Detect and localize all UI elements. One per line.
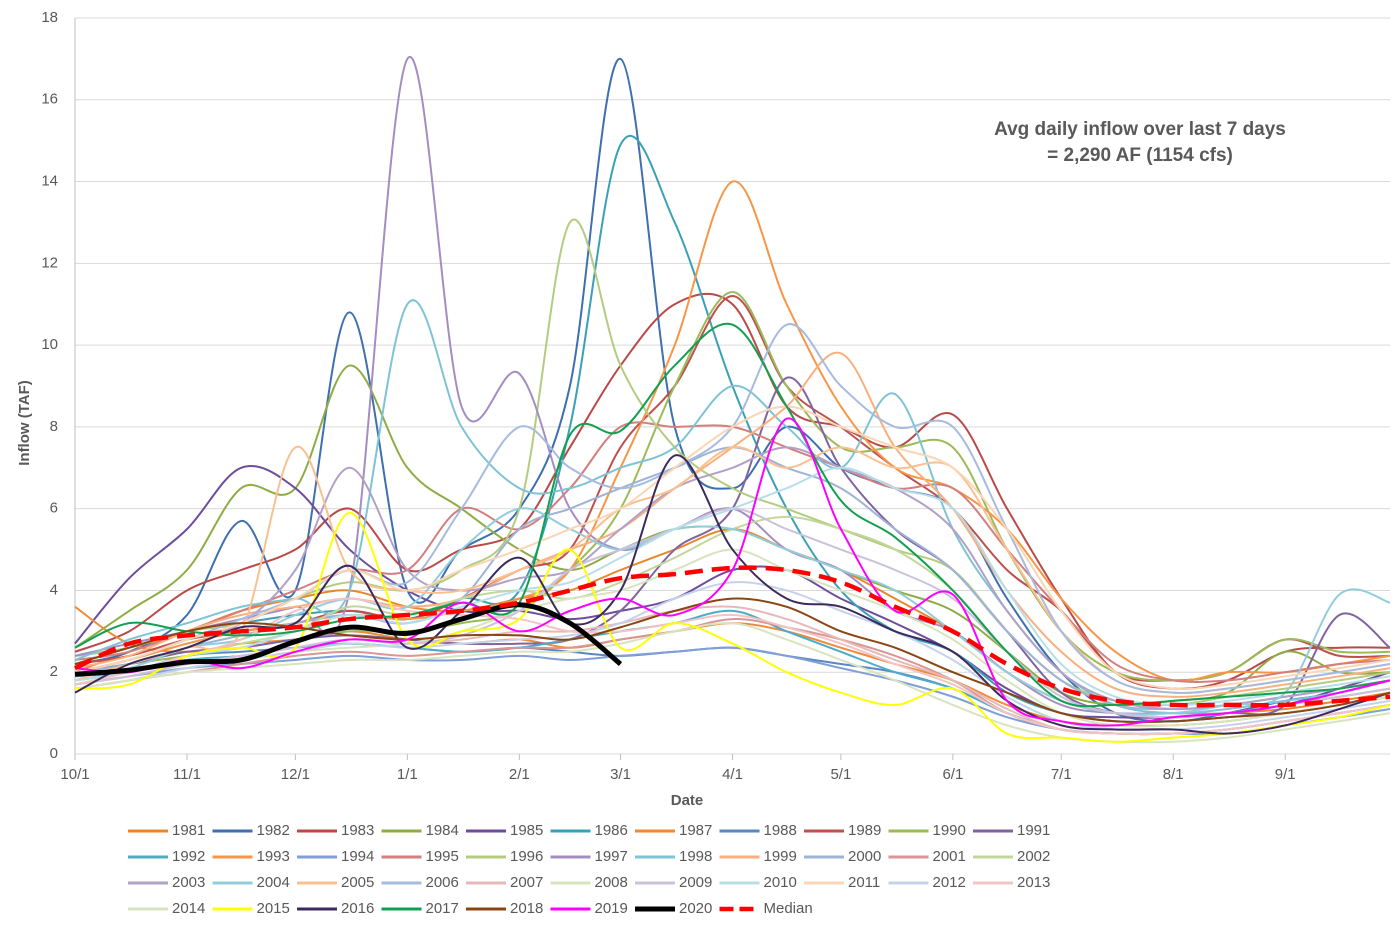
series-line — [74, 597, 1391, 736]
legend-label: 2020 — [679, 900, 712, 917]
legend-label: 2005 — [341, 874, 374, 891]
legend-label: 1998 — [679, 848, 712, 865]
legend-label: 1992 — [172, 848, 205, 865]
legend-label: 2017 — [426, 900, 459, 917]
y-tick-label: 8 — [50, 418, 58, 435]
legend-label: 2010 — [764, 874, 797, 891]
x-tick-label: 6/1 — [942, 766, 963, 783]
x-tick-label: 5/1 — [830, 766, 851, 783]
legend-label: 1981 — [172, 822, 205, 839]
legend-label: 2000 — [848, 848, 881, 865]
series-line — [74, 446, 1391, 711]
x-tick-label: 7/1 — [1051, 766, 1072, 783]
x-tick-label: 11/1 — [173, 766, 201, 783]
legend-label: 1999 — [764, 848, 797, 865]
legend-label: 2006 — [426, 874, 459, 891]
series-line — [74, 57, 1391, 723]
legend-label: 2016 — [341, 900, 374, 917]
legend-label: 2009 — [679, 874, 712, 891]
x-tick-label: 9/1 — [1275, 766, 1296, 783]
legend-label: 2013 — [1017, 874, 1050, 891]
legend-label: 2004 — [257, 874, 290, 891]
series-line — [74, 466, 1391, 707]
x-tick-label: 10/1 — [60, 766, 89, 783]
y-tick-label: 12 — [41, 254, 58, 271]
x-tick-label: 3/1 — [610, 766, 631, 783]
y-tick-label: 16 — [41, 91, 58, 108]
legend-label: 2018 — [510, 900, 543, 917]
legend-label: 1991 — [1017, 822, 1050, 839]
series-line — [74, 602, 623, 677]
legend-label: Median — [764, 900, 813, 917]
x-tick-label: 2/1 — [509, 766, 530, 783]
y-tick-label: 10 — [41, 336, 58, 353]
x-tick-label: 1/1 — [397, 766, 418, 783]
legend-label: 1983 — [341, 822, 374, 839]
legend-label: 1990 — [933, 822, 966, 839]
legend-label: 1988 — [764, 822, 797, 839]
series-line — [74, 507, 1391, 716]
legend-label: 2011 — [848, 874, 880, 891]
legend-label: 2012 — [933, 874, 966, 891]
legend-label: 1996 — [510, 848, 543, 865]
series-line — [74, 351, 1391, 698]
series-line — [74, 565, 1391, 708]
y-tick-label: 0 — [50, 745, 58, 762]
series-line — [74, 405, 1391, 691]
y-tick-label: 4 — [50, 581, 58, 598]
legend-label: 1995 — [426, 848, 459, 865]
annotation: Avg daily inflow over last 7 days — [994, 119, 1286, 140]
y-tick-label: 6 — [50, 500, 58, 517]
legend-label: 2019 — [595, 900, 628, 917]
legend-label: 2014 — [172, 900, 205, 917]
legend-label: 2007 — [510, 874, 543, 891]
legend-label: 1997 — [595, 848, 628, 865]
legend-label: 2008 — [595, 874, 628, 891]
x-tick-label: 12/1 — [281, 766, 310, 783]
legend-label: 1993 — [257, 848, 290, 865]
y-tick-label: 2 — [50, 663, 58, 680]
series-line — [74, 454, 1391, 735]
legend-label: 1987 — [679, 822, 712, 839]
legend-label: 2003 — [172, 874, 205, 891]
legend-label: 1985 — [510, 822, 543, 839]
y-axis-title: Inflow (TAF) — [16, 380, 33, 466]
legend-label: 1989 — [848, 822, 881, 839]
series-line — [74, 621, 1391, 744]
series-line — [74, 515, 1391, 719]
y-tick-label: 14 — [41, 173, 58, 190]
annotation: = 2,290 AF (1154 cfs) — [1047, 145, 1233, 166]
x-tick-label: 8/1 — [1163, 766, 1184, 783]
x-axis-title: Date — [671, 792, 704, 809]
y-tick-label: 18 — [41, 9, 58, 26]
legend-label: 1994 — [341, 848, 374, 865]
legend-label: 1984 — [426, 822, 459, 839]
legend-label: 2002 — [1017, 848, 1050, 865]
legend-label: 1982 — [257, 822, 290, 839]
x-tick-label: 4/1 — [722, 766, 743, 783]
legend-label: 2015 — [257, 900, 290, 917]
legend-label: 1986 — [595, 822, 628, 839]
series-line — [74, 417, 1391, 727]
legend-label: 2001 — [933, 848, 966, 865]
series-line — [74, 299, 1391, 715]
